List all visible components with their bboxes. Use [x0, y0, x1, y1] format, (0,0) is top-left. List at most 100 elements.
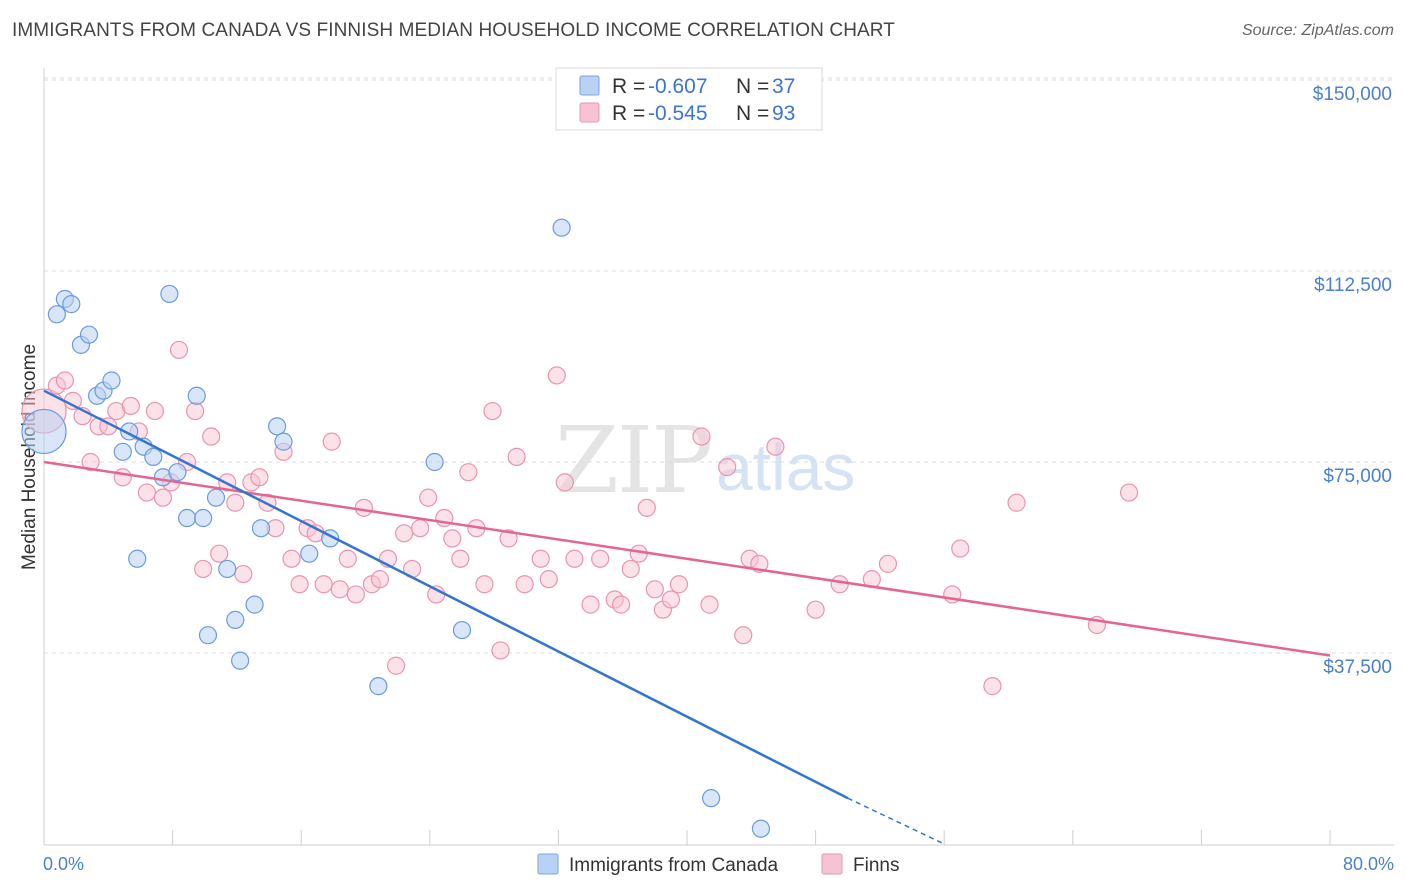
data-point-canada	[425, 452, 444, 472]
trend-lines	[43, 389, 1331, 845]
legend-bottom-label-blue: Immigrants from Canada	[569, 855, 779, 876]
data-point-finns	[830, 575, 849, 594]
data-point-canada	[21, 408, 67, 455]
data-point-finns	[1007, 493, 1026, 512]
data-point-finns	[539, 570, 558, 589]
data-point-canada	[168, 463, 187, 482]
data-point-finns	[806, 600, 825, 619]
data-point-finns	[81, 452, 100, 472]
data-point-finns	[1119, 483, 1139, 502]
data-point-canada	[226, 610, 245, 629]
data-point-finns	[591, 549, 610, 568]
y-axis-label: Median Household Income	[19, 344, 40, 570]
data-point-finns	[878, 554, 898, 573]
y-tick-labels: $37,500 $75,000 $112,500 $150,000	[1313, 84, 1392, 678]
data-point-canada	[47, 305, 66, 324]
data-point-canada	[274, 432, 293, 451]
data-point-finns	[419, 488, 438, 507]
legend-top-r-value-blue: -0.607	[648, 75, 708, 98]
chart-title: IMMIGRANTS FROM CANADA VS FINNISH MEDIAN…	[12, 20, 895, 41]
data-point-finns	[113, 468, 132, 487]
data-point-finns	[555, 473, 574, 492]
watermark: ZIP atlas	[555, 407, 855, 514]
data-point-canada	[177, 508, 197, 528]
legend-top-swatch-blue	[579, 75, 600, 96]
data-point-canada	[369, 677, 388, 696]
data-point-finns	[169, 340, 189, 360]
legend-top-n-value-pink: 93	[772, 102, 795, 125]
data-point-canada	[552, 218, 571, 237]
data-point-canada	[62, 295, 81, 314]
data-point-finns	[475, 575, 494, 594]
data-point-finns	[621, 559, 640, 579]
data-point-finns	[394, 524, 414, 543]
data-point-finns	[451, 549, 470, 568]
data-point-finns	[611, 595, 631, 614]
data-point-canada	[245, 595, 264, 614]
data-point-finns	[226, 493, 245, 512]
data-point-finns	[507, 447, 526, 467]
data-point-finns	[55, 371, 74, 390]
y-tick-label: $75,000	[1323, 466, 1392, 487]
data-point-finns	[443, 529, 462, 548]
data-point-finns	[983, 677, 1002, 696]
data-point-finns	[290, 575, 309, 594]
data-point-finns	[210, 544, 229, 563]
data-point-finns	[250, 468, 269, 487]
legend-top-r-label-blue: R =	[612, 75, 645, 98]
data-point-finns	[547, 366, 566, 385]
data-point-canada	[102, 371, 121, 390]
trend-line-canada-extension	[847, 797, 945, 845]
data-point-finns	[645, 580, 664, 599]
data-point-finns	[314, 575, 333, 594]
data-point-finns	[330, 580, 349, 599]
legend-bottom-label-pink: Finns	[853, 855, 899, 876]
data-point-canada	[251, 519, 271, 538]
data-point-finns	[137, 483, 156, 502]
data-point-canada	[206, 488, 226, 507]
data-point-canada	[79, 325, 99, 344]
data-point-finns	[370, 570, 390, 589]
x-tick-label-min: 0.0%	[43, 854, 84, 874]
data-point-finns	[346, 585, 365, 604]
legend-top-n-label-blue: N =	[736, 75, 769, 98]
trend-line-finns	[43, 460, 1331, 657]
axes	[43, 68, 1394, 846]
data-point-canada	[113, 442, 132, 461]
data-point-canada	[144, 447, 163, 467]
legend-top-r-label-pink: R =	[612, 102, 645, 125]
data-point-finns	[121, 396, 140, 416]
legend-bottom-swatch-blue	[537, 853, 559, 875]
data-point-finns	[692, 427, 711, 446]
data-point-canada	[452, 620, 472, 640]
x-tick-label-max: 80.0%	[1343, 854, 1394, 874]
data-point-finns	[322, 432, 341, 451]
legend-top-box	[555, 67, 823, 131]
data-point-finns	[734, 626, 753, 645]
legend-bottom-swatch-pink	[821, 853, 843, 875]
legend-top-n-label-pink: N =	[736, 102, 769, 125]
data-point-finns	[629, 544, 648, 563]
data-point-canada	[198, 626, 218, 645]
y-tick-label: $112,500	[1314, 275, 1392, 296]
data-point-canada	[187, 386, 206, 405]
x-tick-marks	[43, 830, 1331, 845]
data-point-finns	[234, 564, 253, 584]
data-point-canada	[218, 559, 237, 579]
legend-top: R = -0.607 N = 37 R = -0.545 N = 93	[555, 67, 823, 131]
legend-top-swatch-pink	[579, 102, 600, 123]
data-point-canada	[194, 508, 213, 528]
data-point-finns	[202, 427, 221, 446]
data-point-finns	[637, 498, 656, 517]
data-point-finns	[718, 457, 737, 477]
data-point-finns	[483, 401, 502, 421]
data-point-finns	[338, 549, 357, 568]
data-point-finns	[145, 401, 165, 421]
data-point-finns	[63, 391, 83, 410]
legend-top-r-value-pink: -0.545	[648, 102, 708, 125]
data-point-finns	[766, 437, 785, 456]
data-point-finns	[282, 549, 301, 568]
data-point-finns	[354, 498, 373, 517]
data-point-finns	[531, 549, 550, 568]
data-point-finns	[700, 595, 719, 614]
